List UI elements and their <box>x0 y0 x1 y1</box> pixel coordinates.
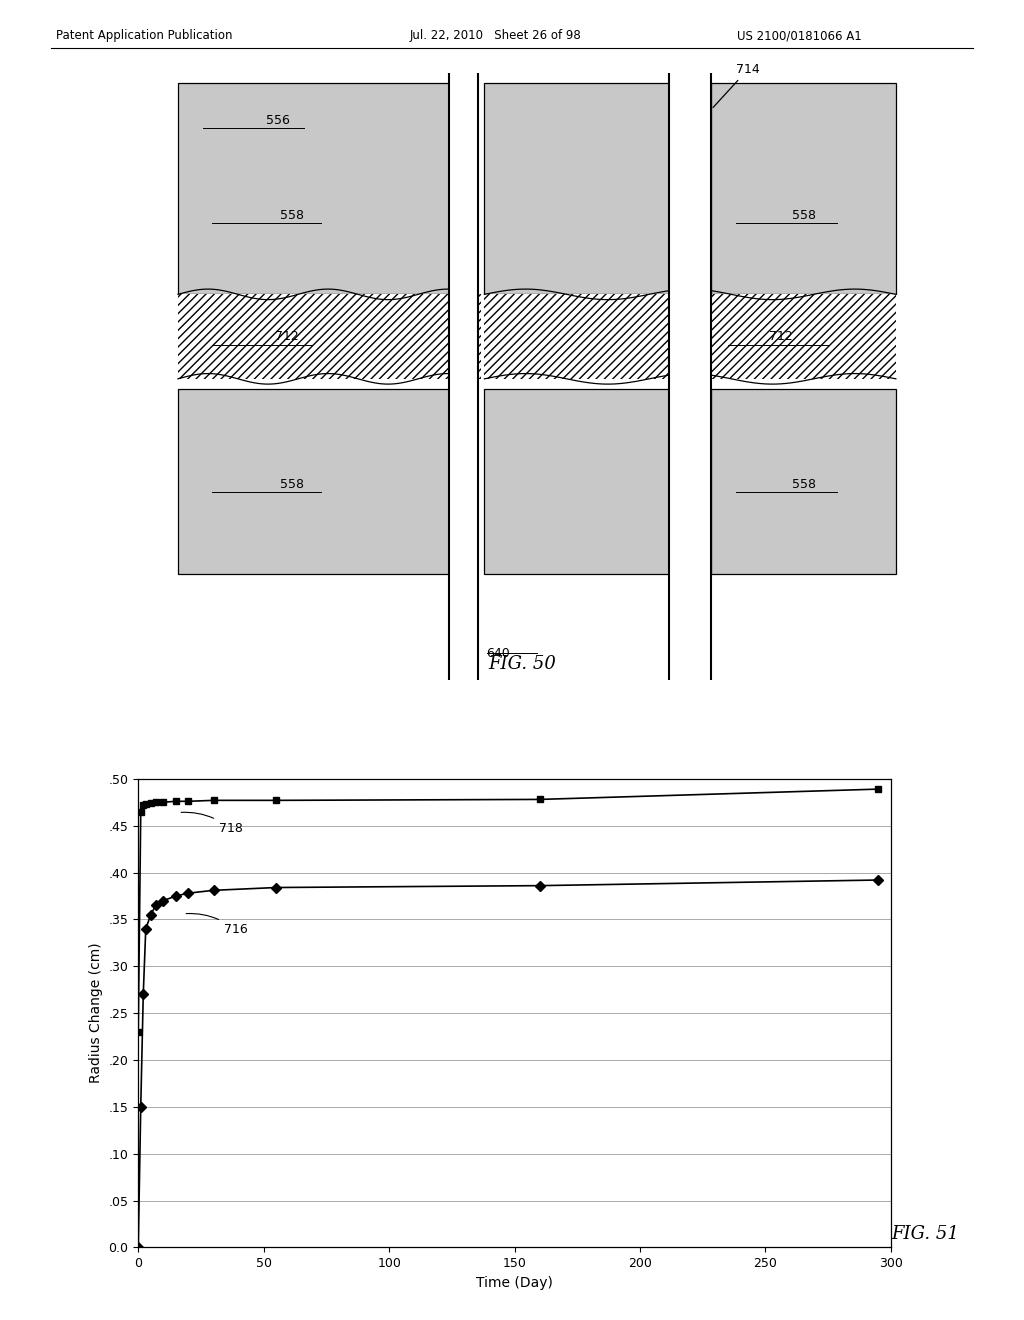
Text: 558: 558 <box>792 478 815 491</box>
Bar <box>484 294 896 379</box>
Y-axis label: Radius Change (cm): Radius Change (cm) <box>89 942 103 1084</box>
Text: Patent Application Publication: Patent Application Publication <box>56 29 232 42</box>
Text: 718: 718 <box>181 812 243 836</box>
Text: 558: 558 <box>281 209 304 222</box>
Text: Jul. 22, 2010   Sheet 26 of 98: Jul. 22, 2010 Sheet 26 of 98 <box>410 29 582 42</box>
Text: 714: 714 <box>713 62 760 107</box>
Bar <box>449 73 478 680</box>
Text: US 2100/0181066 A1: US 2100/0181066 A1 <box>737 29 862 42</box>
Text: 712: 712 <box>769 330 794 343</box>
Bar <box>670 73 711 680</box>
Bar <box>178 83 464 294</box>
Bar <box>711 83 896 294</box>
Bar <box>484 389 670 574</box>
X-axis label: Time (Day): Time (Day) <box>476 1275 553 1290</box>
Text: FIG. 50: FIG. 50 <box>488 655 556 673</box>
Bar <box>711 389 896 574</box>
Text: 640: 640 <box>486 647 510 660</box>
Bar <box>484 83 670 294</box>
Bar <box>178 294 481 379</box>
Text: FIG. 51: FIG. 51 <box>891 1225 958 1243</box>
Text: 558: 558 <box>792 209 815 222</box>
Text: 558: 558 <box>281 478 304 491</box>
Text: 712: 712 <box>274 330 298 343</box>
Bar <box>178 389 464 574</box>
Text: 716: 716 <box>186 913 247 936</box>
Text: 556: 556 <box>266 114 290 127</box>
